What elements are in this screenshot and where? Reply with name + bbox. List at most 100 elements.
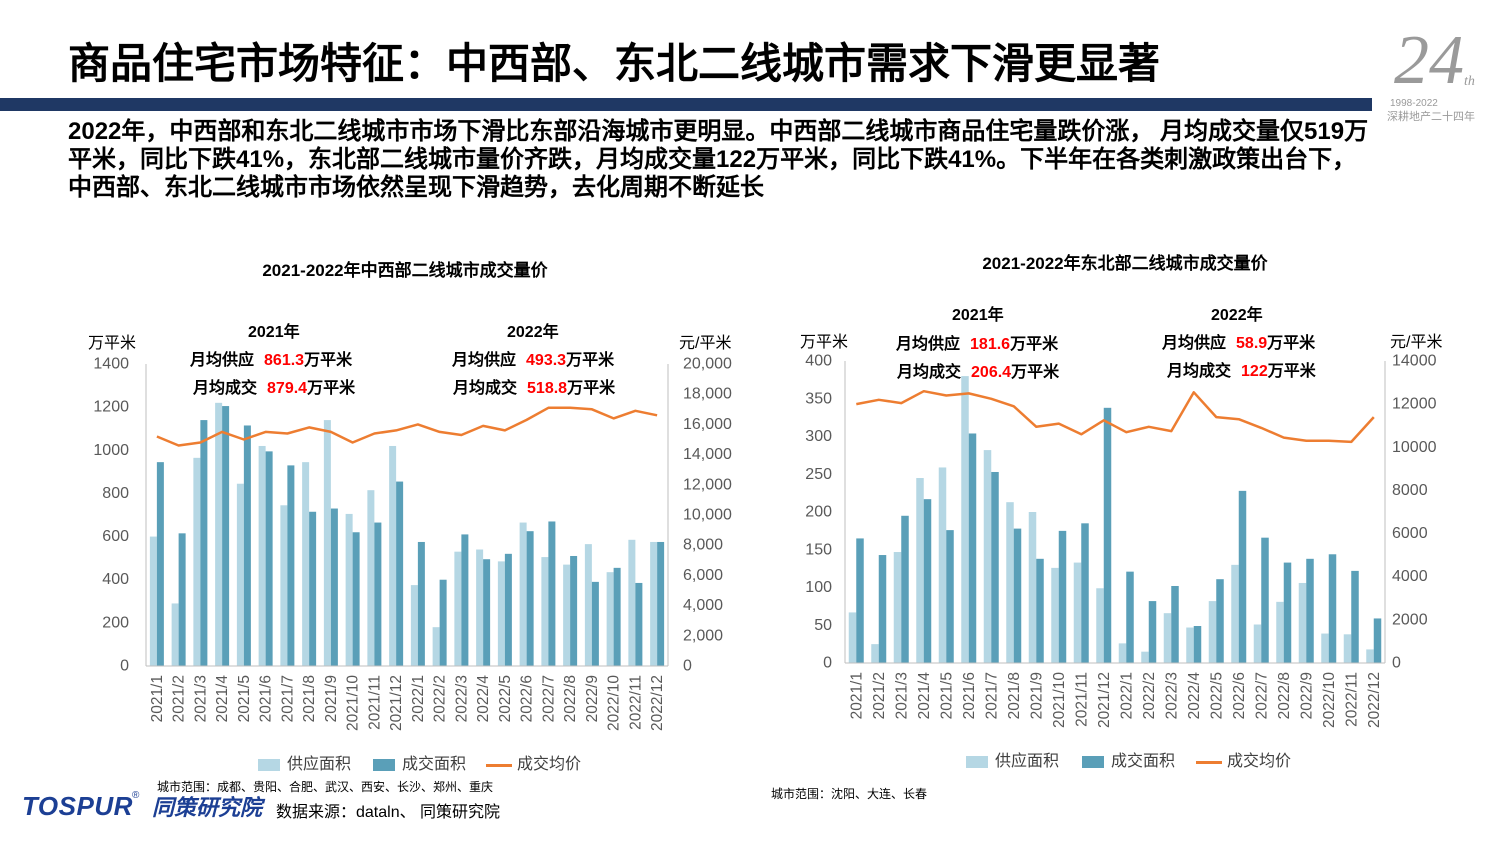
deal-area-bar [1373, 618, 1382, 663]
x-tick-label: 2021/6 [961, 672, 978, 719]
deal-area-bar [222, 406, 230, 666]
legend-item-supply: 供应面积 [258, 755, 351, 775]
deal-area-bar [570, 555, 578, 666]
deal-area-bar [461, 534, 469, 666]
average-price-line [156, 406, 658, 447]
x-tick-label: 2022/11 [1343, 672, 1360, 727]
deal-area-bar [374, 522, 382, 666]
supply-area-bar [1141, 651, 1149, 663]
left-y-tick-label: 0 [120, 658, 129, 675]
research-institute-logo: 同策研究院 [152, 795, 263, 820]
page-title: 商品住宅市场特征：中西部、东北二线城市需求下滑更显著 [68, 40, 1161, 87]
x-tick-label: 2021/1 [149, 675, 166, 722]
x-tick-label: 2021/7 [279, 675, 296, 722]
deal-area-bar [1193, 626, 1202, 663]
annotation-value: 122 [1241, 363, 1268, 380]
supply-area-bar [563, 564, 571, 666]
right-y-tick-label: 4000 [1392, 568, 1428, 585]
deal-area-bar [1238, 490, 1247, 663]
x-tick-label: 2021/8 [1006, 672, 1023, 719]
supply-area-bar [302, 462, 310, 666]
supply-area-bar [432, 627, 440, 666]
annotation-value: 518.8 [527, 380, 568, 397]
anniversary-logo-suffix: th [1464, 74, 1475, 89]
supply-area-bar [584, 544, 592, 666]
x-tick-label: 2021/4 [916, 672, 933, 720]
deal-area-bar [1216, 579, 1224, 663]
deal-area-bar [1328, 554, 1337, 663]
legend-label: 成交面积 [1111, 753, 1176, 770]
deal-area-bar [548, 521, 556, 666]
deal-area-bar [265, 451, 273, 666]
annotation-supply-2022: 月均供应 58.9万平米 [1162, 334, 1315, 354]
supply-area-bar [983, 450, 992, 663]
annotation-value: 879.4 [267, 380, 308, 397]
x-tick-label: 2022/8 [562, 675, 579, 722]
right-y-tick-label: 14,000 [683, 446, 732, 463]
deal-area-bar [396, 481, 404, 666]
deal-area-bar [1171, 585, 1179, 663]
deal-area-bar [1013, 528, 1022, 663]
annotation-unit: 万平米 [304, 352, 353, 369]
annotation-unit: 万平米 [307, 380, 356, 397]
x-tick-label: 2021/3 [192, 675, 209, 722]
right-y-tick-label: 12,000 [683, 476, 732, 493]
anniversary-logo-slogan: 深耕地产二十四年 [1387, 111, 1475, 123]
deal-area-bar [243, 425, 251, 666]
supply-area-bar [171, 603, 179, 666]
x-tick-label: 2022/6 [519, 675, 536, 722]
supply-area-bar [345, 513, 353, 666]
annotation-supply-2021: 月均供应 181.6万平米 [896, 335, 1058, 355]
supply-area-bar [916, 478, 924, 663]
annotation-label: 月均成交 [453, 380, 518, 397]
supply-area-bar [893, 552, 902, 663]
annotation-value: 58.9 [1236, 335, 1268, 352]
right-y-tick-label: 8,000 [683, 537, 723, 554]
left-axis-unit: 万平米 [88, 335, 137, 352]
deal-area-bar [635, 582, 643, 666]
left-y-tick-label: 1200 [93, 399, 129, 416]
right-y-tick-label: 10,000 [683, 507, 732, 524]
legend-item-deal: 成交面积 [373, 755, 466, 775]
annotation-unit: 万平米 [1010, 336, 1059, 353]
legend-label: 供应面积 [287, 756, 352, 773]
summary-paragraph: 2022年，中西部和东北二线城市市场下滑比东部沿海城市更明显。中西部二线城市商品… [68, 118, 1369, 201]
right-y-tick-label: 6000 [1392, 525, 1428, 542]
deal-area-bar [591, 581, 599, 666]
x-tick-label: 2022/8 [1276, 672, 1293, 719]
supply-area-bar [961, 376, 969, 663]
supply-area-bar [1321, 633, 1329, 663]
deal-area-bar [1261, 537, 1269, 663]
deal-area-bar [439, 579, 447, 666]
deal-area-bar [1081, 523, 1089, 663]
supply-area-bar [541, 557, 549, 666]
deal-area-bar [483, 559, 491, 666]
annotation-unit: 万平米 [1011, 364, 1060, 381]
legend-swatch-price [486, 763, 512, 767]
supply-area-bar [1231, 564, 1239, 663]
annotation-value: 181.6 [970, 336, 1011, 353]
supply-area-bar [215, 402, 223, 666]
deal-area-bar [1036, 558, 1044, 663]
supply-area-bar [476, 549, 484, 666]
x-tick-label: 2021/2 [871, 672, 888, 719]
deal-area-bar [923, 499, 932, 663]
deal-area-bar [309, 511, 317, 666]
left-y-tick-label: 150 [805, 541, 832, 558]
annotation-unit: 万平米 [1267, 363, 1316, 380]
x-tick-label: 2022/5 [1208, 672, 1225, 719]
legend-swatch-supply [258, 759, 280, 771]
supply-area-bar [938, 467, 947, 663]
x-tick-label: 2022/10 [606, 675, 623, 731]
x-tick-label: 2021/11 [366, 675, 383, 730]
supply-area-bar [1253, 624, 1262, 663]
annotation-label: 月均成交 [193, 380, 258, 397]
deal-area-bar [1126, 571, 1134, 663]
supply-area-bar [848, 612, 857, 663]
deal-area-bar [504, 553, 512, 666]
x-tick-label: 2022/7 [1253, 672, 1270, 719]
x-tick-label: 2021/5 [938, 672, 955, 719]
annotation-deal-2021: 月均成交 206.4万平米 [897, 363, 1059, 383]
